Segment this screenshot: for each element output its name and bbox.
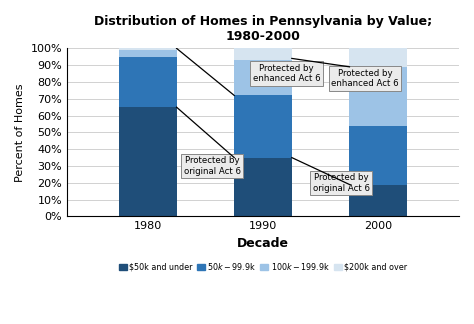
Bar — [234, 95, 292, 157]
Bar — [349, 48, 407, 67]
Y-axis label: Percent of Homes: Percent of Homes — [15, 83, 25, 182]
Bar — [119, 57, 176, 107]
Bar — [349, 67, 407, 126]
Title: Distribution of Homes in Pennsylvania by Value;
1980-2000: Distribution of Homes in Pennsylvania by… — [94, 15, 432, 43]
Text: Protected by
original Act 6: Protected by original Act 6 — [313, 173, 370, 192]
X-axis label: Decade: Decade — [237, 237, 289, 250]
Bar — [234, 48, 292, 60]
Text: Protected by
enhanced Act 6: Protected by enhanced Act 6 — [331, 69, 399, 88]
Bar — [119, 107, 176, 216]
Bar — [119, 48, 176, 50]
Bar — [349, 184, 407, 216]
Bar — [119, 50, 176, 57]
Bar — [349, 126, 407, 184]
Bar — [234, 157, 292, 216]
Text: Protected by
original Act 6: Protected by original Act 6 — [183, 156, 241, 176]
Bar — [234, 60, 292, 95]
Legend: $50k and under, $50k-$99.9k, $100k-$199.9k, $200k and over: $50k and under, $50k-$99.9k, $100k-$199.… — [115, 258, 411, 275]
Text: Protected by
enhanced Act 6: Protected by enhanced Act 6 — [253, 64, 320, 83]
